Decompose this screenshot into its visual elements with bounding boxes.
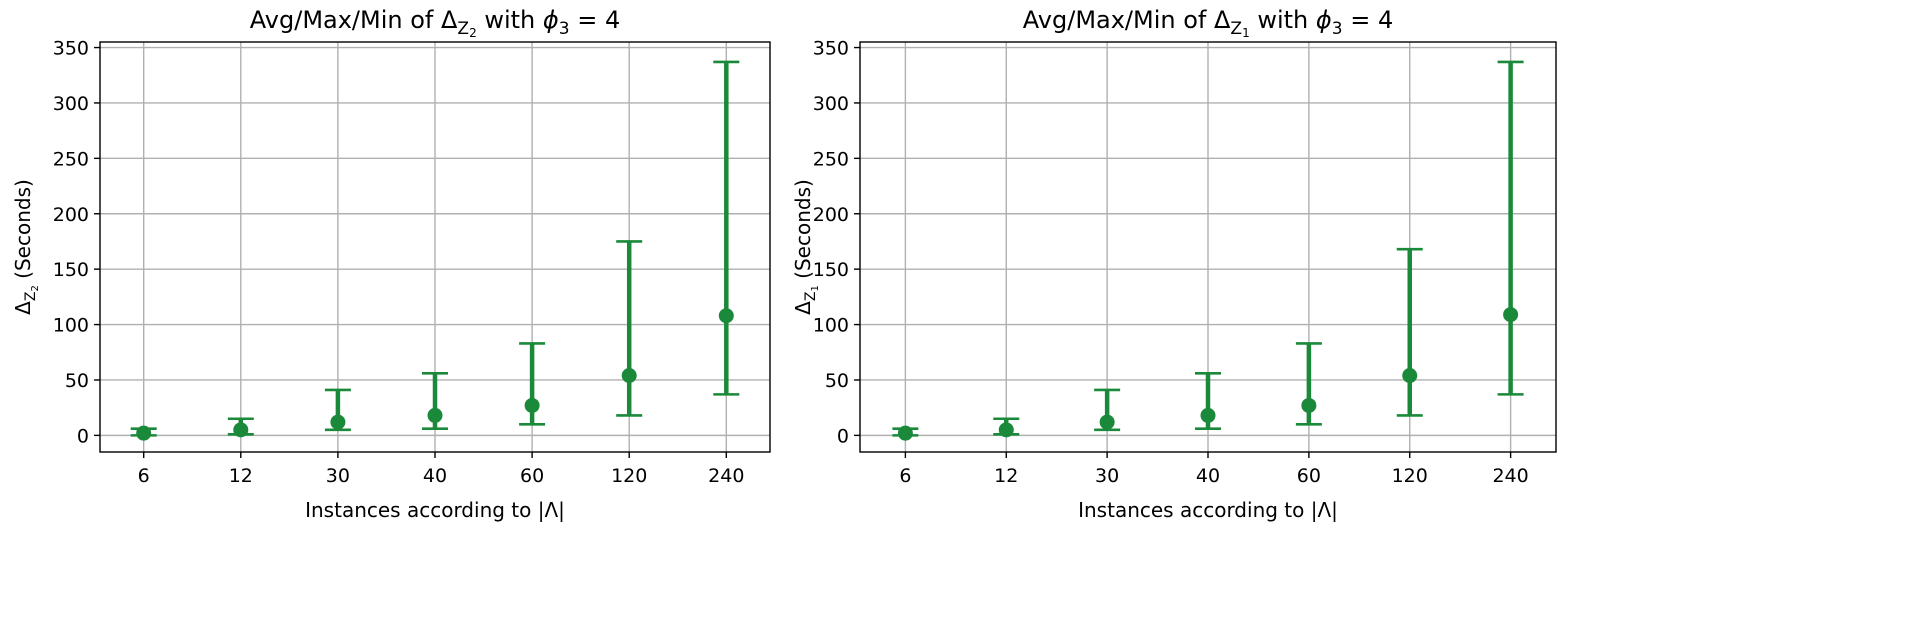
avg-point <box>524 397 540 413</box>
error-bar-60 <box>1295 342 1322 426</box>
error-bar-30 <box>1094 388 1121 432</box>
error-bar-12 <box>993 417 1020 438</box>
avg-point <box>233 422 249 438</box>
y-tick-label: 350 <box>53 38 89 60</box>
avg-point <box>897 425 913 441</box>
x-tick-label: 60 <box>1297 465 1321 487</box>
x-axis-label: Instances according to |Λ| <box>1078 498 1338 522</box>
y-axis-label: ΔZ2 (Seconds) <box>11 179 41 315</box>
chart-right: 6 12 30 40 60 120 240 0 50 100 150 200 250 300 350 Inst… <box>791 6 1557 522</box>
y-tick-label: 250 <box>813 148 849 170</box>
x-tick-label: 40 <box>423 465 447 487</box>
y-tick-label: 0 <box>837 425 849 447</box>
chart-title: Avg/Max/Min of ΔZ1 with ϕ3 = 4 <box>1023 6 1393 40</box>
y-tick-label: 50 <box>825 370 849 392</box>
y-tick-label: 0 <box>77 425 89 447</box>
y-tick-label: 200 <box>53 204 89 226</box>
avg-point <box>427 407 443 423</box>
x-tick-label: 240 <box>1492 465 1528 487</box>
x-tick-label: 240 <box>708 465 744 487</box>
x-tick-label: 60 <box>520 465 544 487</box>
y-tick-label: 150 <box>53 259 89 281</box>
avg-point <box>1099 414 1115 430</box>
error-bar-12 <box>227 417 254 438</box>
y-tick-label: 100 <box>813 315 849 337</box>
x-tick-label: 120 <box>611 465 647 487</box>
avg-point <box>1200 407 1216 423</box>
avg-point <box>718 308 734 324</box>
x-tick-label: 6 <box>138 465 150 487</box>
error-bar-240 <box>713 60 740 396</box>
error-bar-120 <box>616 240 643 417</box>
chart-left: 6 12 30 40 60 120 240 0 50 100 150 200 250 300 350 Inst… <box>11 6 771 522</box>
avg-point <box>330 414 346 430</box>
avg-point <box>1402 368 1418 384</box>
avg-point <box>136 425 152 441</box>
avg-point <box>998 422 1014 438</box>
y-tick-label: 200 <box>813 204 849 226</box>
error-bar-6 <box>130 425 157 441</box>
error-bar-60 <box>519 342 546 426</box>
y-tick-label: 150 <box>813 259 849 281</box>
error-bar-30 <box>324 388 351 432</box>
error-bar-6 <box>892 425 919 441</box>
x-tick-label: 12 <box>994 465 1018 487</box>
x-tick-label: 30 <box>326 465 350 487</box>
avg-point <box>1301 397 1317 413</box>
error-bar-120 <box>1396 247 1423 417</box>
x-tick-label: 12 <box>229 465 253 487</box>
x-axis-label: Instances according to |Λ| <box>305 498 565 522</box>
x-tick-label: 40 <box>1196 465 1220 487</box>
y-tick-label: 100 <box>53 315 89 337</box>
y-tick-label: 300 <box>53 93 89 115</box>
y-tick-label: 50 <box>65 370 89 392</box>
y-tick-label: 300 <box>813 93 849 115</box>
x-tick-label: 120 <box>1392 465 1428 487</box>
y-tick-label: 350 <box>813 38 849 60</box>
x-tick-label: 6 <box>899 465 911 487</box>
x-tick-label: 30 <box>1095 465 1119 487</box>
error-bar-40 <box>1195 372 1221 431</box>
error-bar-40 <box>422 372 448 431</box>
chart-title: Avg/Max/Min of ΔZ2 with ϕ3 = 4 <box>250 6 620 40</box>
error-bar-240 <box>1497 60 1524 396</box>
avg-point <box>621 368 637 384</box>
y-axis-label: ΔZ1 (Seconds) <box>791 179 821 315</box>
y-tick-label: 250 <box>53 148 89 170</box>
avg-point <box>1503 307 1519 323</box>
